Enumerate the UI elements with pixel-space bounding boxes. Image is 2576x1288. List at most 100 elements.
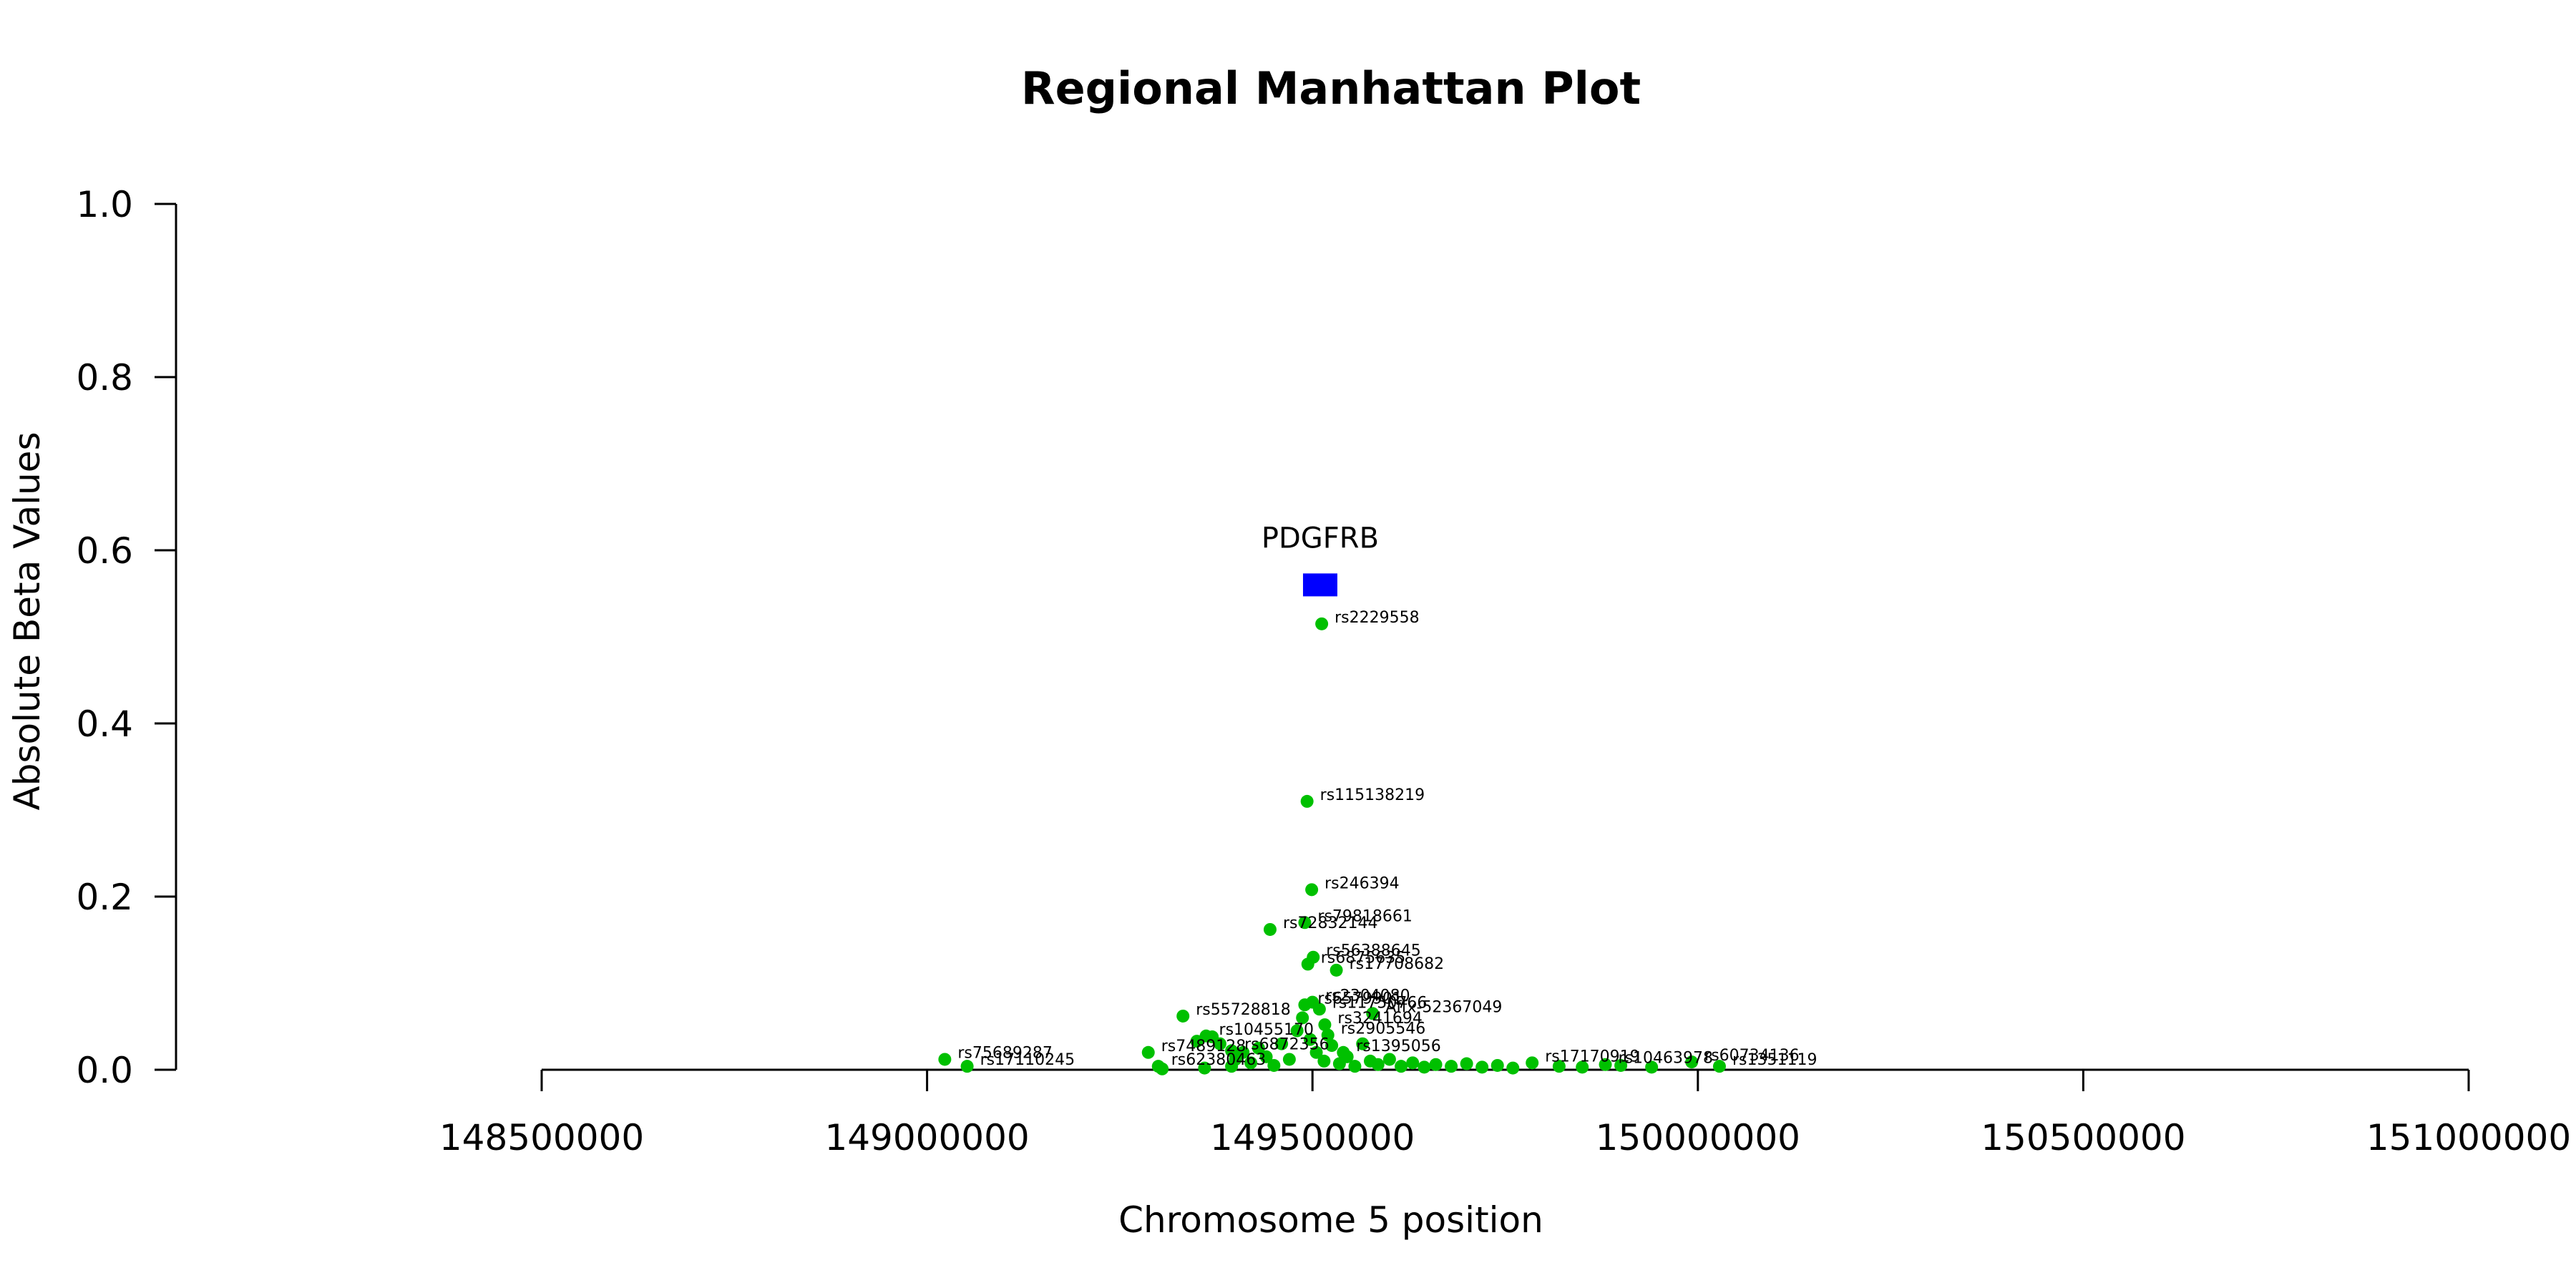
x-tick-label: 150000000 (1596, 1117, 1800, 1158)
snp-point (1282, 1053, 1296, 1066)
snp-point (1259, 1050, 1273, 1063)
snp-point (1712, 1060, 1726, 1073)
snp-point (1244, 1056, 1258, 1070)
snp-label: rs6872356 (1244, 1035, 1330, 1053)
snp-point (1298, 998, 1312, 1012)
snp-point (1303, 1033, 1317, 1046)
snp-point (1337, 1045, 1350, 1059)
snp-point (1599, 1058, 1612, 1071)
snp-point (1151, 1060, 1165, 1073)
y-axis-label: Absolute Beta Values (6, 432, 48, 811)
snp-label: rs6579901 (1317, 990, 1402, 1008)
snp-point (1321, 1028, 1335, 1042)
snp-label: rs1351119 (1732, 1051, 1818, 1069)
snp-point (1317, 1054, 1331, 1068)
snp-label: rs3241694 (1337, 1010, 1423, 1028)
snp-label: rs10455170 (1219, 1021, 1314, 1039)
x-tick-label: 151000000 (2366, 1117, 2571, 1158)
gene-marker-group: PDGFRB (1262, 522, 1379, 597)
snp-label: rs17708682 (1350, 955, 1444, 973)
snp-point (1645, 1060, 1659, 1074)
snp-label: rs72832144 (1283, 914, 1377, 932)
snp-label: rs2905546 (1341, 1020, 1426, 1038)
chart-title: Regional Manhattan Plot (1021, 62, 1641, 114)
snp-label: rs115138219 (1320, 786, 1425, 804)
snp-label: rs56388645 (1326, 942, 1420, 960)
snp-point (1429, 1058, 1443, 1071)
snp-label: rs60734136 (1704, 1047, 1799, 1065)
snp-label: rs10463978 (1619, 1050, 1713, 1068)
snp-point (1371, 1058, 1385, 1071)
snp-point (1290, 1024, 1304, 1038)
snp-point (1267, 1058, 1281, 1072)
snp-label: rs62380463 (1171, 1051, 1266, 1069)
snp-point (1199, 1029, 1213, 1043)
snp-point (1685, 1055, 1699, 1069)
snp-point (1305, 883, 1319, 897)
snp-point (1225, 1044, 1239, 1058)
snp-label: rs6875635 (1321, 949, 1406, 967)
x-tick-label: 149000000 (824, 1117, 1029, 1158)
snp-points (938, 617, 1726, 1075)
snp-point (1552, 1060, 1566, 1073)
y-tick-label: 0.0 (76, 1050, 133, 1091)
x-tick-label: 148500000 (439, 1117, 644, 1158)
snp-label: rs17110245 (980, 1051, 1075, 1069)
snp-label: rs55728818 (1196, 1001, 1290, 1019)
snp-labels: rs2229558rs115138219rs246394rs79818661rs… (957, 609, 1817, 1069)
snp-point (1445, 1060, 1458, 1073)
snp-point (1236, 1045, 1250, 1059)
snp-label: rs2229558 (1335, 609, 1420, 627)
y-tick-label: 1.0 (76, 184, 133, 225)
snp-point (1213, 1037, 1226, 1050)
snp-label: rs2304080 (1325, 987, 1410, 1005)
snp-point (1491, 1058, 1504, 1072)
snp-point (1296, 1011, 1309, 1025)
snp-point (1460, 1057, 1473, 1070)
snp-label: rs79818661 (1317, 907, 1412, 925)
snp-point (1275, 1037, 1289, 1050)
snp-point (1418, 1060, 1431, 1074)
snp-label: rs1395056 (1356, 1038, 1441, 1055)
snp-point (1526, 1056, 1539, 1070)
snp-point (1318, 1018, 1332, 1032)
gene-marker (1302, 573, 1337, 597)
y-tick-label: 0.8 (76, 357, 133, 399)
snp-label: rs7489128 (1161, 1038, 1246, 1055)
snp-point (1263, 922, 1277, 936)
snp-point (1312, 1002, 1326, 1016)
x-axis-label: Chromosome 5 position (1118, 1199, 1543, 1241)
snp-point (1252, 1041, 1265, 1055)
y-axis: 0.0 0.2 0.4 0.6 0.8 1.0 (76, 184, 177, 1091)
gene-label: PDGFRB (1262, 522, 1379, 555)
snp-point (1475, 1060, 1489, 1074)
snp-point (1356, 1037, 1370, 1050)
snp-point (1309, 1045, 1323, 1059)
snp-label: rs246394 (1324, 874, 1400, 892)
snp-label: Affx-52367049 (1385, 998, 1502, 1016)
y-tick-label: 0.2 (76, 877, 133, 918)
snp-label: rs75689287 (957, 1044, 1052, 1062)
snp-point (1176, 1009, 1190, 1023)
snp-label: rs17170919 (1545, 1048, 1639, 1065)
snp-point (1325, 1039, 1339, 1053)
snp-point (960, 1060, 974, 1073)
snp-point (1300, 794, 1314, 808)
snp-point (1506, 1061, 1520, 1075)
snp-point (938, 1053, 952, 1066)
snp-point (1225, 1060, 1239, 1073)
snp-point (1382, 1053, 1396, 1066)
snp-point (1614, 1058, 1628, 1072)
snp-point (1198, 1061, 1211, 1075)
x-tick-label: 150500000 (1981, 1117, 2185, 1158)
snp-point (1330, 963, 1343, 977)
snp-point (1315, 617, 1329, 630)
snp-label: rs11750766 (1332, 994, 1427, 1012)
snp-point (1406, 1056, 1420, 1070)
snp-point (1298, 916, 1312, 930)
snp-point (1141, 1045, 1155, 1059)
x-tick-label: 149500000 (1210, 1117, 1415, 1158)
snp-point (1576, 1060, 1589, 1074)
snp-point (1395, 1060, 1408, 1073)
